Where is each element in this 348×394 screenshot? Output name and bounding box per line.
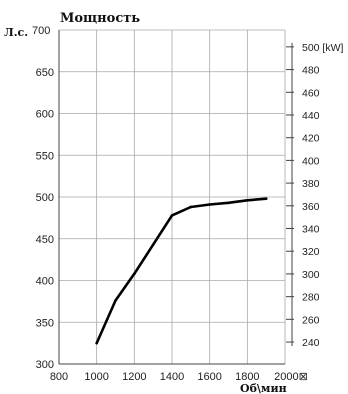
bottom-axis-ticks: 800 1000 1200 1400 1600 1800 2000⊠	[50, 371, 308, 383]
grid-lines	[58, 29, 286, 365]
right-tick-label-380: 380	[302, 178, 320, 190]
x-tick-label-1600: 1600	[197, 371, 221, 383]
right-tick-label-420: 420	[302, 133, 320, 145]
left-axis-ticks: 700 650 600 550 500 450 400 350 300	[32, 25, 54, 371]
right-tick-label-340: 340	[302, 224, 320, 236]
data-point-1400	[170, 214, 174, 217]
series-lines	[95, 197, 268, 345]
right-tick-label-400: 400	[302, 155, 320, 167]
x-tick-label-1800: 1800	[235, 371, 259, 383]
data-point-1300	[151, 243, 155, 246]
right-tick-label-300: 300	[302, 269, 320, 281]
data-point-1100	[114, 299, 117, 302]
right-axis-kw: 500 [kW] 480 460 440 420 400 380 360 340 320 300 28…	[286, 42, 344, 349]
y-tick-label-300: 300	[36, 359, 54, 371]
plot-frame	[58, 30, 285, 365]
right-tick-label-240: 240	[302, 337, 320, 349]
y-tick-label-400: 400	[36, 276, 54, 288]
right-tick-label-320: 320	[302, 246, 320, 258]
right-tick-label-440: 440	[302, 110, 320, 122]
y-tick-label-600: 600	[36, 109, 54, 121]
y-tick-label-500: 500	[36, 192, 54, 204]
data-point-1800	[246, 199, 249, 202]
right-tick-label-480: 480	[302, 65, 320, 77]
y-tick-label-650: 650	[36, 67, 54, 79]
x-tick-label-800: 800	[50, 371, 68, 383]
y-tick-label-550: 550	[36, 150, 54, 162]
y-axis-label: Л.с.	[4, 26, 28, 39]
x-tick-label-2000: 2000⊠	[274, 371, 308, 383]
data-point-1600	[208, 203, 211, 206]
data-point-1200	[133, 272, 136, 276]
x-tick-label-1400: 1400	[160, 371, 184, 383]
right-tick-label-460: 460	[302, 87, 320, 99]
y-tick-label-700: 700	[32, 25, 50, 37]
data-point-1000	[95, 341, 98, 345]
right-tick-label-360: 360	[302, 201, 320, 213]
y-tick-label-350: 350	[36, 317, 54, 329]
data-point-1500	[189, 205, 193, 209]
x-tick-label-1200: 1200	[122, 371, 146, 383]
right-tick-label-500: 500 [kW]	[302, 42, 344, 54]
chart-title: Мощность	[60, 11, 140, 26]
x-tick-label-1000: 1000	[84, 371, 108, 383]
right-tick-label-260: 260	[302, 314, 320, 326]
power-curve-line-0	[95, 197, 268, 345]
right-tick-label-280: 280	[302, 292, 320, 304]
data-point-1700	[227, 201, 230, 205]
y-tick-label-450: 450	[36, 234, 54, 246]
data-point-1900	[264, 197, 268, 200]
x-axis-label: Об\мин	[240, 382, 287, 394]
